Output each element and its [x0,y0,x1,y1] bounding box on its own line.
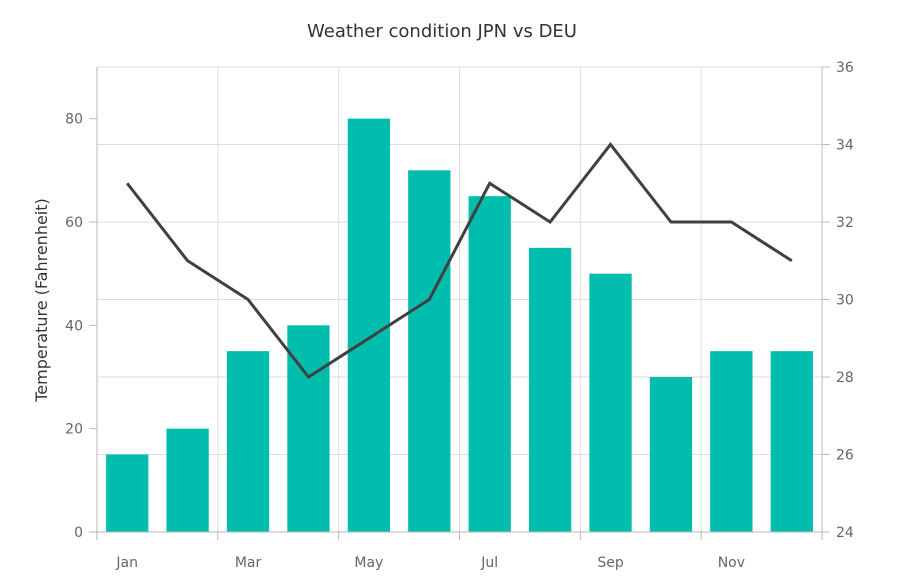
bar-oct [649,377,693,532]
y-tick-label: 20 [65,422,83,438]
bar-series [106,118,813,533]
bar-sep [589,273,632,532]
x-tick-label: Mar [235,555,262,571]
y2-tick-label: 36 [836,60,854,76]
series-line [126,142,793,380]
bar-aug [528,247,572,533]
chart-title: Weather condition JPN vs DEU [307,21,577,42]
y2-tick-label: 28 [836,370,854,386]
bar-jan [106,454,149,532]
y2-tick-label: 30 [836,293,854,309]
y-axis-label: Temperature (Fahrenheit) [32,198,51,403]
x-tick-label: Jul [480,555,498,571]
y2-tick-label: 26 [836,448,854,464]
y-tick-label: 60 [65,215,83,231]
y2-tick-label: 32 [836,215,854,231]
bar-jun [408,170,451,533]
y2-tick-label: 34 [836,138,854,154]
y-tick-label: 80 [65,112,83,128]
bar-feb [166,428,209,532]
bar-nov [710,351,753,532]
x-tick-label: Jan [115,555,138,571]
bar-may [347,118,391,533]
x-tick-label: Nov [718,555,745,571]
bar-jul [468,196,511,532]
x-tick-label: Sep [597,555,624,571]
bar-mar [226,351,270,532]
bar-dec [770,351,813,532]
line-series [126,142,793,380]
axes: 0 20 40 60 80 24 26 28 30 32 34 36 Jan Mar May Jul Sep No… [65,60,854,571]
y2-tick-label: 24 [836,525,854,541]
y-tick-label: 40 [65,318,83,334]
x-tick-label: May [354,555,383,571]
y-tick-label: 0 [74,525,83,541]
